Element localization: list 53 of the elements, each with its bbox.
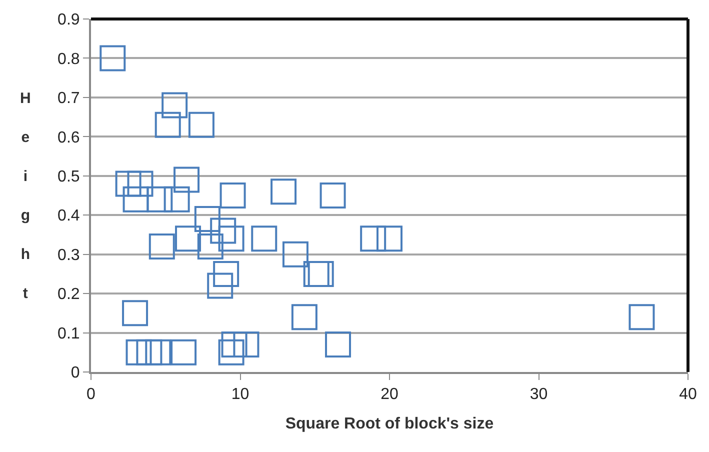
x-tick-label: 0: [86, 386, 96, 404]
y-tick-label: 0.9: [58, 12, 80, 29]
point: [220, 182, 246, 208]
point: [251, 226, 278, 252]
point: [207, 272, 234, 299]
point: [136, 339, 162, 366]
point: [188, 112, 214, 138]
point: [170, 339, 197, 366]
x-tick-label: 30: [530, 386, 548, 404]
point: [218, 339, 244, 366]
point: [162, 92, 188, 118]
x-axis-title: Square Root of block's size: [285, 415, 494, 432]
point: [218, 226, 244, 252]
y-tick-label: 0: [70, 364, 80, 382]
x-tick-label: 40: [679, 386, 697, 404]
point: [115, 170, 142, 197]
point: [145, 339, 172, 366]
point: [174, 166, 200, 193]
point: [270, 178, 297, 205]
point: [197, 233, 224, 260]
point: [126, 339, 152, 366]
point: [100, 45, 126, 72]
x-tick-label: 20: [380, 386, 398, 404]
point: [127, 170, 154, 197]
point: [164, 186, 190, 212]
point: [122, 186, 149, 212]
y-tick-label: 0.6: [58, 129, 80, 146]
point: [628, 304, 655, 330]
y-tick-label: 0.2: [58, 286, 80, 304]
text: Height: [20, 90, 31, 302]
point: [320, 182, 346, 208]
y-tick-label: 0.1: [58, 325, 80, 342]
x-tick-label: 10: [231, 386, 250, 404]
point: [282, 241, 308, 268]
point: [148, 233, 175, 260]
y-tick-label: 0.4: [58, 208, 80, 225]
point: [233, 332, 260, 358]
y-tick-label: 0.7: [58, 90, 80, 108]
point: [291, 304, 318, 330]
point: [213, 260, 240, 287]
point: [376, 226, 402, 252]
point: [221, 332, 248, 358]
point: [154, 112, 181, 138]
point: [210, 218, 236, 244]
point: [325, 332, 352, 358]
y-tick-label: 0.5: [58, 168, 80, 186]
point: [175, 226, 202, 252]
y-tick-label: 0.8: [58, 50, 80, 68]
point: [360, 226, 386, 252]
point: [194, 206, 220, 232]
y-tick-label: 0.3: [58, 246, 80, 264]
point: [122, 300, 148, 326]
point: [146, 186, 173, 212]
